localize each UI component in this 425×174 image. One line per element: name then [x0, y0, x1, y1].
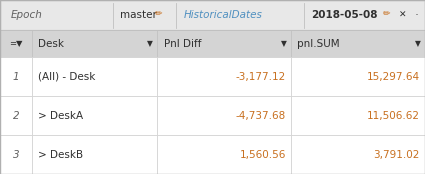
Text: ▼: ▼	[281, 39, 287, 48]
Text: 15,297.64: 15,297.64	[367, 72, 420, 82]
Text: ▼: ▼	[147, 39, 153, 48]
Text: -4,737.68: -4,737.68	[236, 111, 286, 121]
Bar	[291, 30, 425, 57]
Text: -3,177.12: -3,177.12	[236, 72, 286, 82]
Text: ·: ·	[414, 9, 418, 22]
Bar	[0, 96, 32, 135]
Text: Epoch: Epoch	[11, 10, 42, 20]
Text: ✏: ✏	[154, 10, 162, 19]
Text: 1,560.56: 1,560.56	[240, 150, 286, 160]
Text: 2018-05-08: 2018-05-08	[312, 10, 378, 20]
Bar	[291, 135, 425, 174]
Bar	[0, 135, 32, 174]
Text: ✏: ✏	[382, 10, 390, 19]
Text: pnl.SUM: pnl.SUM	[298, 39, 340, 49]
Bar	[0, 57, 32, 96]
Text: 2: 2	[13, 111, 19, 121]
Text: Pnl Diff: Pnl Diff	[164, 39, 201, 49]
Text: HistoricalDates: HistoricalDates	[184, 10, 263, 20]
Text: 1: 1	[13, 72, 19, 82]
Text: 3,791.02: 3,791.02	[374, 150, 420, 160]
Text: 11,506.62: 11,506.62	[367, 111, 420, 121]
Text: > DeskA: > DeskA	[38, 111, 83, 121]
Bar	[157, 30, 291, 57]
Text: Desk: Desk	[38, 39, 64, 49]
Bar	[32, 135, 157, 174]
Text: ▼: ▼	[415, 39, 421, 48]
Bar	[291, 96, 425, 135]
Bar	[32, 57, 157, 96]
Bar	[0, 0, 425, 30]
Text: (All) - Desk: (All) - Desk	[38, 72, 96, 82]
Text: =▼: =▼	[9, 39, 23, 48]
Text: > DeskB: > DeskB	[38, 150, 83, 160]
Bar	[32, 30, 157, 57]
Text: master: master	[120, 10, 157, 20]
Bar	[32, 96, 157, 135]
Text: 3: 3	[13, 150, 19, 160]
Bar	[157, 57, 291, 96]
Bar	[291, 57, 425, 96]
Bar	[157, 135, 291, 174]
Bar	[157, 96, 291, 135]
Bar	[0, 30, 32, 57]
Text: ✕: ✕	[399, 11, 406, 20]
